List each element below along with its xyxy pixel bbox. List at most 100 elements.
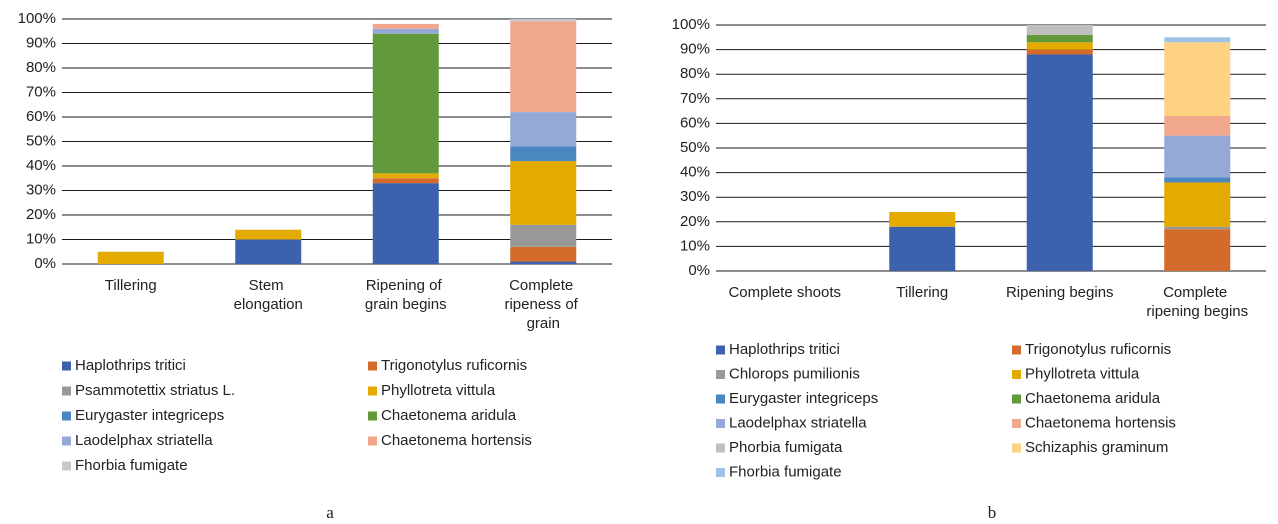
bar-segment: [1164, 42, 1231, 117]
legend-label: Haplothrips tritici: [729, 341, 840, 358]
bar-segment: [372, 23, 439, 29]
legend-swatch: [1012, 345, 1021, 355]
bar-segment: [1164, 177, 1231, 183]
y-tick-label: 100%: [18, 10, 56, 27]
bar-segment: [1164, 182, 1231, 227]
legend-swatch: [716, 394, 725, 404]
bar-segment: [372, 178, 439, 184]
x-tick-label: Tillering: [105, 277, 157, 294]
bar-segment: [1026, 25, 1093, 35]
y-tick-label: 90%: [680, 41, 710, 58]
bar-segment: [1026, 42, 1093, 50]
bar-segment: [510, 224, 577, 247]
bar-segment: [235, 229, 302, 240]
legend-swatch: [1012, 443, 1021, 453]
y-tick-label: 90%: [26, 34, 56, 51]
legend-swatch: [62, 361, 71, 371]
legend-label: Fhorbia fumigate: [75, 457, 188, 474]
y-tick-label: 0%: [34, 255, 56, 272]
legend-label: Laodelphax striatella: [729, 414, 867, 431]
y-tick-label: 100%: [672, 16, 710, 33]
bar-segment: [1164, 226, 1231, 230]
bar-segment: [510, 21, 577, 113]
bar-segment: [235, 239, 302, 264]
legend-label: Phorbia fumigata: [729, 439, 843, 456]
y-tick-label: 30%: [26, 181, 56, 198]
legend-swatch: [716, 419, 725, 428]
legend-swatch: [716, 370, 725, 379]
x-tick-label: Ripening of grain begins: [365, 277, 447, 313]
legend-label: Phyllotreta vittula: [1025, 365, 1140, 382]
legend-swatch: [1012, 394, 1021, 404]
bar-segment: [372, 28, 439, 34]
bar-segment: [510, 161, 577, 225]
bar-segment: [1164, 37, 1231, 43]
bar-segment: [1026, 54, 1093, 271]
legend-label: Fhorbia fumigate: [729, 463, 842, 480]
x-tick-label: Stem elongation: [234, 277, 303, 313]
bar-segment: [510, 246, 577, 262]
bar-segment: [1026, 49, 1093, 55]
legend-label: Trigonotylus ruficornis: [1025, 341, 1171, 358]
bar-segment: [1026, 34, 1093, 43]
x-tick-label: Ripening begins: [1006, 284, 1114, 301]
legend-swatch: [62, 386, 71, 396]
bar-segment: [510, 112, 577, 147]
legend-swatch: [1012, 419, 1021, 428]
bar-segment: [889, 226, 956, 271]
legend-swatch: [368, 386, 377, 396]
bar-segment: [889, 211, 956, 227]
x-tick-label: Complete ripening begins: [1146, 284, 1248, 320]
bar-segment: [510, 19, 577, 22]
y-tick-label: 0%: [688, 262, 710, 279]
legend-label: Chaetonema aridula: [1025, 390, 1161, 407]
y-tick-label: 80%: [26, 59, 56, 76]
y-tick-label: 10%: [680, 237, 710, 254]
bar-segment: [510, 146, 577, 162]
legend-swatch: [62, 461, 71, 471]
legend-swatch: [368, 361, 377, 371]
legend-label: Chlorops pumilionis: [729, 365, 860, 382]
y-tick-label: 40%: [680, 164, 710, 181]
legend-label: Eurygaster integriceps: [75, 407, 224, 424]
chart-label: a: [326, 503, 334, 522]
legend-label: Trigonotylus ruficornis: [381, 357, 527, 374]
y-tick-label: 20%: [26, 206, 56, 223]
legend-swatch: [368, 436, 377, 446]
legend-label: Haplothrips tritici: [75, 357, 186, 374]
legend-label: Chaetonema aridula: [381, 407, 517, 424]
legend-swatch: [716, 345, 725, 355]
x-tick-label: Complete shoots: [728, 284, 841, 301]
bar-segment: [97, 251, 164, 264]
bar-segment: [372, 183, 439, 264]
legend-label: Schizaphis graminum: [1025, 439, 1168, 456]
y-tick-label: 70%: [680, 90, 710, 107]
bar-segment: [1164, 229, 1231, 271]
y-tick-label: 70%: [26, 83, 56, 100]
bar-segment: [510, 261, 577, 264]
legend-swatch: [716, 468, 725, 477]
y-tick-label: 50%: [26, 132, 56, 149]
y-tick-label: 10%: [26, 230, 56, 247]
y-tick-label: 60%: [26, 108, 56, 125]
legend-label: Phyllotreta vittula: [381, 382, 496, 399]
y-tick-label: 40%: [26, 157, 56, 174]
legend-swatch: [62, 411, 71, 421]
legend-label: Psammotettix striatus L.: [75, 382, 235, 399]
chart-label: b: [988, 503, 997, 522]
y-tick-label: 50%: [680, 139, 710, 156]
y-tick-label: 20%: [680, 213, 710, 230]
y-tick-label: 60%: [680, 114, 710, 131]
legend-swatch: [62, 436, 71, 446]
legend-label: Laodelphax striatella: [75, 432, 213, 449]
x-tick-label: Complete ripeness of grain: [504, 277, 582, 332]
bar-segment: [372, 173, 439, 179]
legend-swatch: [368, 411, 377, 421]
x-tick-label: Tillering: [896, 284, 948, 301]
legend-swatch: [716, 443, 725, 453]
bar-segment: [372, 33, 439, 174]
legend-swatch: [1012, 370, 1021, 379]
legend-label: Eurygaster integriceps: [729, 390, 878, 407]
legend-label: Chaetonema hortensis: [381, 432, 532, 449]
